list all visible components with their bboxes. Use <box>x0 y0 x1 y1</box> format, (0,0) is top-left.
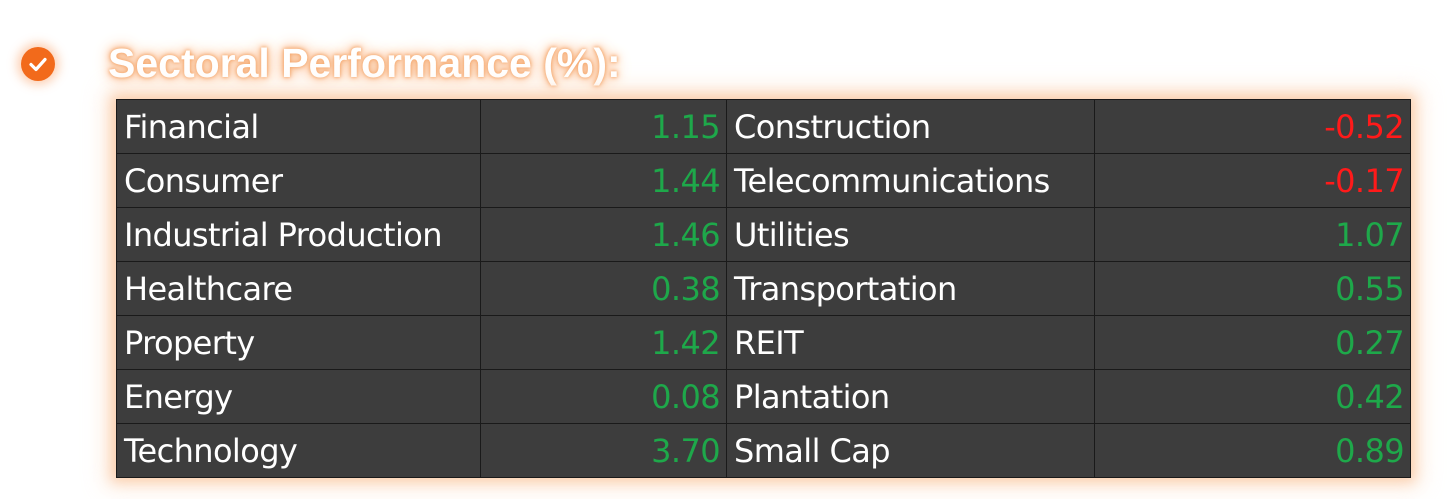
right-sector-name: Small Cap <box>726 423 1095 478</box>
table-row: Financial 1.15 Construction -0.52 <box>116 99 1411 154</box>
right-sector-name: Utilities <box>726 207 1095 262</box>
table-row: Property 1.42 REIT 0.27 <box>116 315 1411 370</box>
left-sector-name: Industrial Production <box>116 207 481 262</box>
left-sector-name: Financial <box>116 99 481 154</box>
left-sector-value: 1.44 <box>480 153 727 208</box>
right-sector-name: Telecommunications <box>726 153 1095 208</box>
left-sector-name: Property <box>116 315 481 370</box>
check-circle-icon <box>21 47 55 81</box>
left-sector-value: 1.46 <box>480 207 727 262</box>
left-sector-value: 0.38 <box>480 261 727 316</box>
right-sector-name: Construction <box>726 99 1095 154</box>
left-sector-name: Technology <box>116 423 481 478</box>
sector-table-container: Financial 1.15 Construction -0.52 Consumer 1.… <box>116 99 1411 478</box>
left-sector-value: 1.15 <box>480 99 727 154</box>
right-sector-value: -0.52 <box>1094 99 1411 154</box>
left-sector-name: Consumer <box>116 153 481 208</box>
table-row: Consumer 1.44 Telecommunications -0.17 <box>116 153 1411 208</box>
left-sector-value: 0.08 <box>480 369 727 424</box>
table-row: Energy 0.08 Plantation 0.42 <box>116 369 1411 424</box>
right-sector-value: -0.17 <box>1094 153 1411 208</box>
right-sector-value: 1.07 <box>1094 207 1411 262</box>
table-row: Industrial Production 1.46 Utilities 1.07 <box>116 207 1411 262</box>
left-sector-value: 1.42 <box>480 315 727 370</box>
table-row: Healthcare 0.38 Transportation 0.55 <box>116 261 1411 316</box>
left-sector-name: Healthcare <box>116 261 481 316</box>
right-sector-name: Transportation <box>726 261 1095 316</box>
right-sector-value: 0.55 <box>1094 261 1411 316</box>
left-sector-value: 3.70 <box>480 423 727 478</box>
right-sector-value: 0.89 <box>1094 423 1411 478</box>
table-row: Technology 3.70 Small Cap 0.89 <box>116 423 1411 478</box>
right-sector-name: REIT <box>726 315 1095 370</box>
right-sector-value: 0.27 <box>1094 315 1411 370</box>
sector-performance-table: Financial 1.15 Construction -0.52 Consumer 1.… <box>116 99 1411 478</box>
left-sector-name: Energy <box>116 369 481 424</box>
right-sector-name: Plantation <box>726 369 1095 424</box>
sector-table-body: Financial 1.15 Construction -0.52 Consumer 1.… <box>116 99 1411 478</box>
right-sector-value: 0.42 <box>1094 369 1411 424</box>
section-title: Sectoral Performance (%): <box>108 40 621 86</box>
